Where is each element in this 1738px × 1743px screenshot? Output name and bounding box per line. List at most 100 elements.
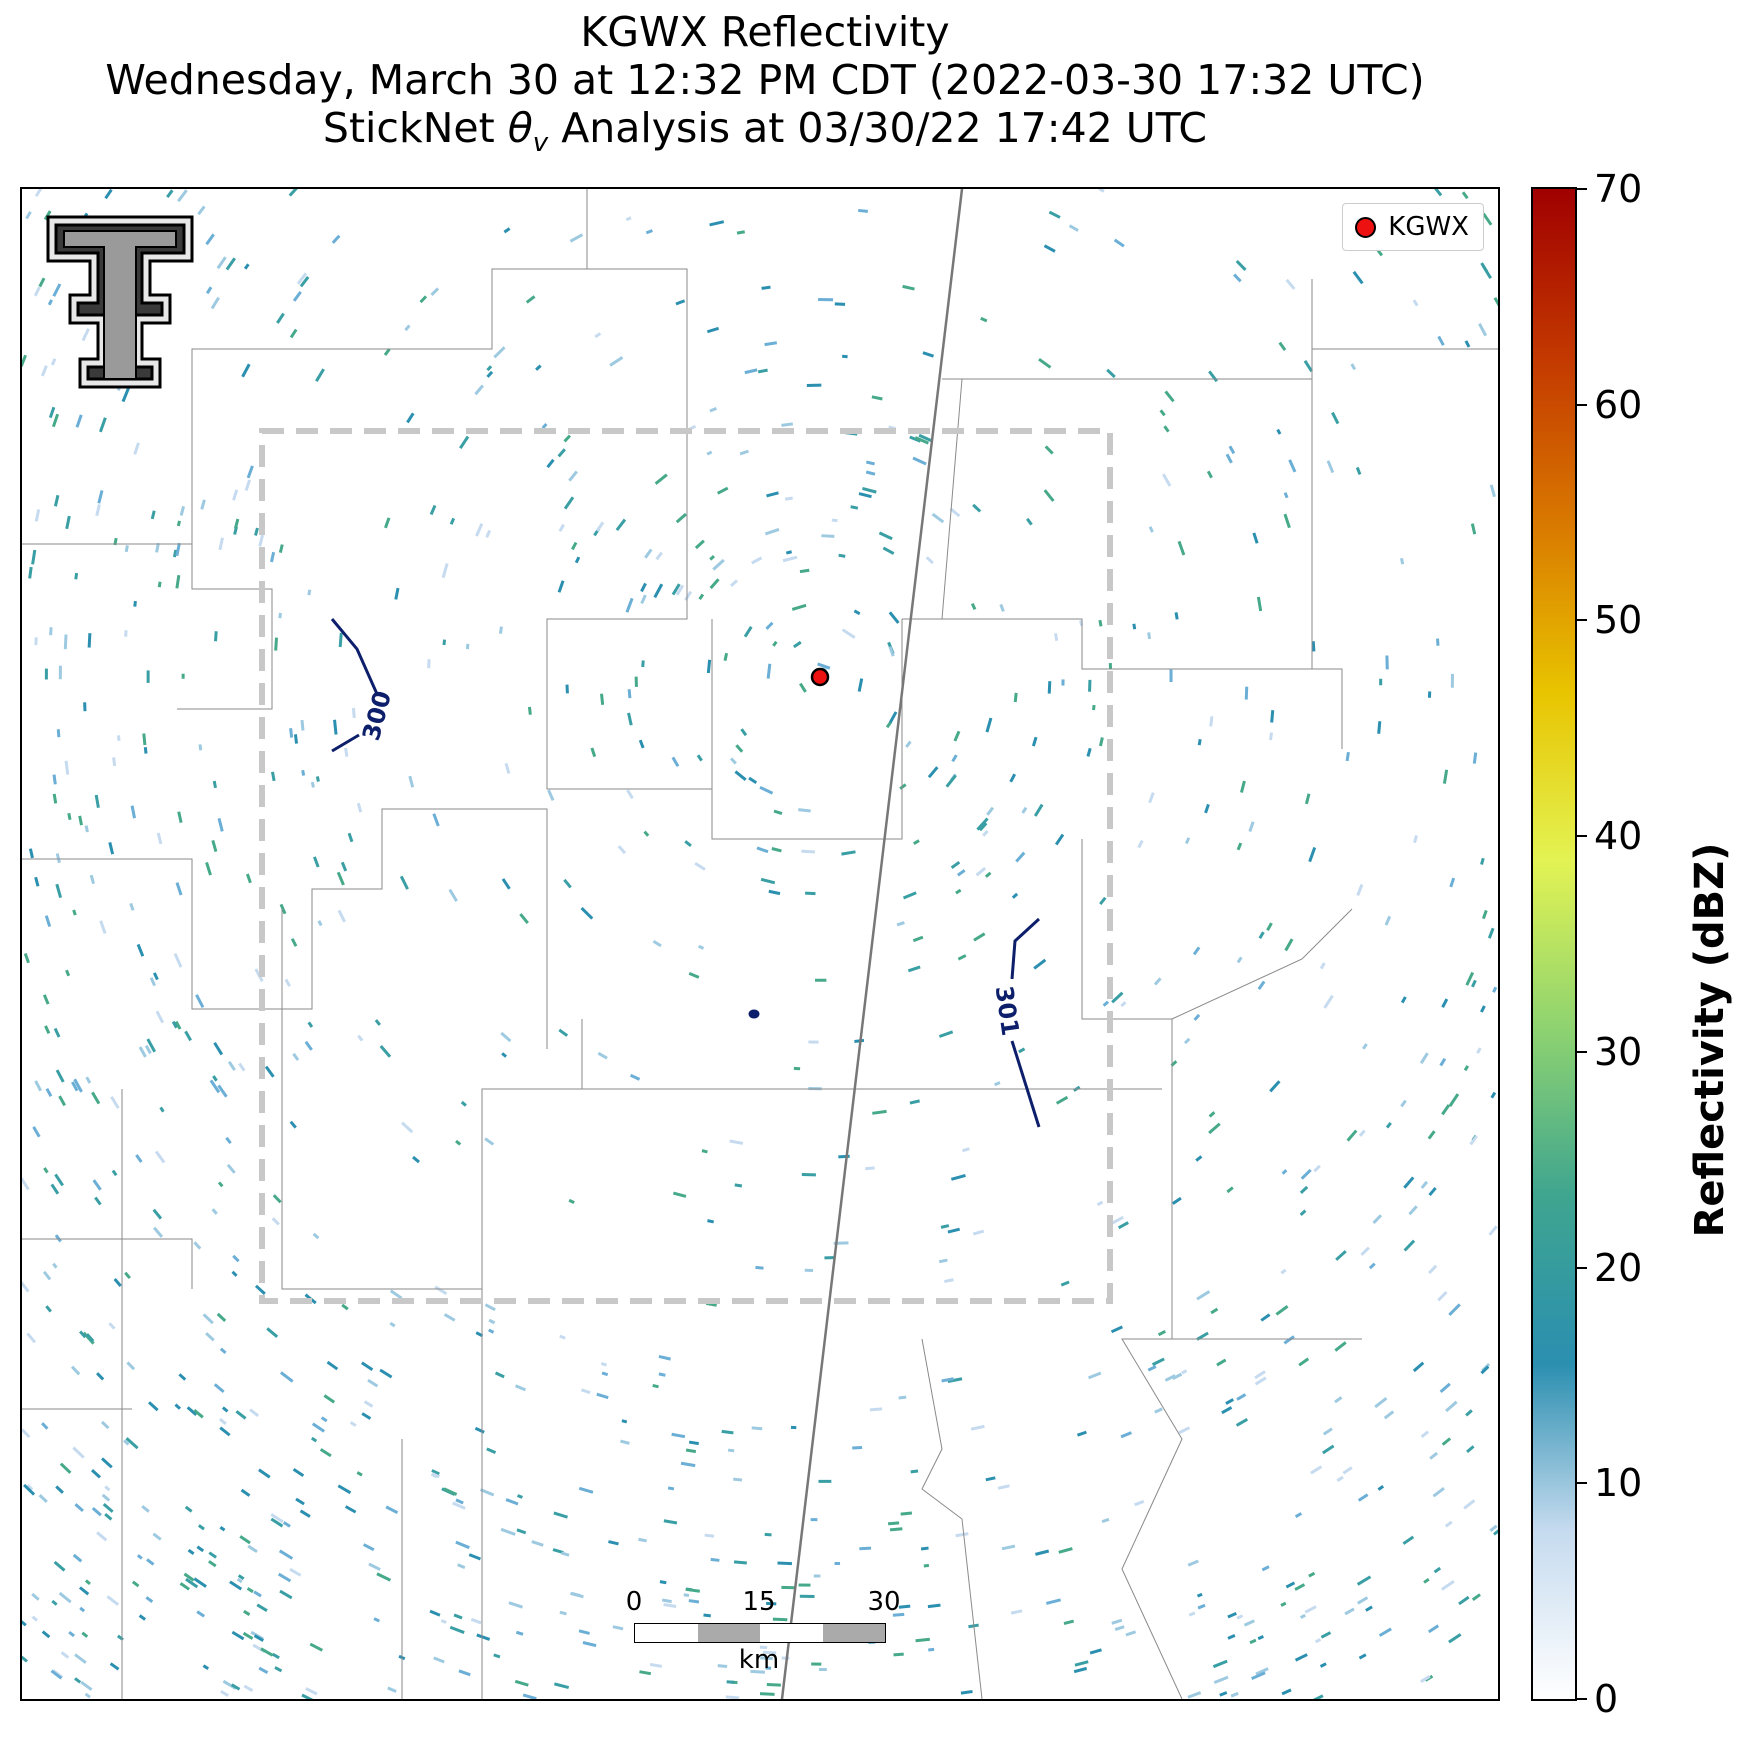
echo-gate: [270, 1517, 284, 1528]
echo-gate: [1385, 1121, 1392, 1129]
echo-gate: [1423, 1577, 1430, 1584]
echo-gate: [181, 673, 185, 679]
echo-gate: [553, 1511, 568, 1519]
echo-gate: [225, 1136, 232, 1145]
echo-gate: [703, 1613, 711, 1618]
echo-gate: [213, 1041, 224, 1056]
echo-gate: [198, 744, 203, 751]
echo-gate: [1283, 492, 1289, 499]
echo-gate: [315, 776, 320, 782]
echo-gate: [994, 1081, 1001, 1087]
echo-gate: [307, 1021, 314, 1028]
echo-gate: [493, 346, 506, 359]
echo-gate: [1076, 1430, 1087, 1437]
echo-gate: [51, 1599, 58, 1606]
echo-gate: [1114, 1625, 1125, 1631]
echo-gate: [871, 395, 883, 401]
echo-gate: [1171, 1196, 1182, 1205]
echo-gate: [1001, 1544, 1016, 1551]
echo-gate: [1470, 523, 1477, 535]
echo-gate: [208, 1551, 217, 1559]
echo-gate: [1336, 1475, 1344, 1483]
echo-gate: [771, 847, 782, 853]
echo-gate: [1480, 857, 1485, 865]
echo-gate: [1276, 428, 1282, 435]
echo-gate: [1346, 1129, 1358, 1142]
echo-gate: [638, 1537, 647, 1543]
echo-gate: [654, 473, 668, 485]
echo-gate: [944, 1278, 954, 1284]
echo-gate: [184, 1030, 192, 1042]
echo-gate: [1079, 619, 1084, 626]
echo-gate: [552, 1548, 564, 1555]
echo-gate: [972, 503, 982, 513]
echo-gate: [1334, 1396, 1343, 1404]
echo-gate: [219, 1347, 227, 1354]
echo-gate: [740, 728, 748, 737]
echo-gate: [1476, 1047, 1482, 1054]
echo-gate: [178, 1373, 187, 1381]
echo-gate: [672, 1191, 687, 1198]
echo-gate: [519, 913, 529, 925]
echo-gate: [246, 1587, 254, 1594]
echo-gate: [1374, 1396, 1388, 1409]
echo-gate: [1308, 1571, 1316, 1578]
echo-gate: [1236, 1393, 1247, 1401]
echo-gate: [784, 496, 793, 501]
echo-gate: [278, 612, 282, 619]
echo-gate: [72, 1446, 85, 1459]
echo-gate: [766, 491, 779, 498]
echo-gate: [834, 302, 846, 306]
echo-gate: [253, 1590, 262, 1598]
echo-gate: [401, 1121, 414, 1134]
echo-gate: [264, 1065, 275, 1078]
echo-gate: [626, 789, 634, 800]
echo-gate: [1319, 962, 1326, 970]
echo-gate: [177, 811, 183, 824]
echo-gate: [289, 1567, 302, 1577]
echo-gate: [64, 760, 70, 775]
echo-gate: [177, 189, 188, 203]
echo-gate: [488, 1318, 496, 1325]
echo-gate: [52, 1262, 58, 1269]
echo-gate: [1357, 1493, 1369, 1502]
echo-gate: [1236, 956, 1243, 964]
echo-gate: [295, 1497, 305, 1506]
echo-gate: [23, 953, 30, 964]
echo-gate: [1033, 803, 1044, 817]
echo-gate: [1437, 1290, 1448, 1302]
radar-map[interactable]: 300 301 KGWX 0 15 30 km: [20, 187, 1500, 1701]
echo-gate: [84, 825, 89, 833]
radar-site-marker[interactable]: [810, 667, 830, 687]
echo-gate: [85, 1076, 92, 1084]
echo-gate: [617, 845, 627, 855]
echo-gate: [557, 580, 565, 593]
echo-gate: [1478, 322, 1488, 337]
echo-gate: [759, 1692, 775, 1696]
echo-gate: [408, 775, 415, 788]
echo-gate: [433, 1656, 445, 1664]
echo-gate: [48, 406, 56, 419]
echo-gate: [1283, 513, 1291, 529]
echo-gate: [205, 1332, 215, 1342]
colorbar-tick-label: 40: [1594, 814, 1643, 859]
echo-gate: [612, 1625, 624, 1631]
echo-gate: [1101, 1517, 1110, 1524]
scale-tick-30: 30: [867, 1587, 901, 1617]
echo-gate: [925, 556, 934, 565]
echo-gate: [310, 781, 315, 788]
echo-gate: [157, 581, 162, 588]
echo-gate: [1344, 1607, 1355, 1616]
echo-gate: [184, 1505, 193, 1513]
echo-gate: [51, 413, 60, 428]
echo-gate: [232, 489, 239, 501]
echo-gate: [1402, 1535, 1415, 1545]
colorbar-tick: [1577, 619, 1587, 622]
echo-gate: [1458, 1595, 1470, 1606]
echo-gate: [361, 1361, 374, 1372]
echo-gate: [123, 1439, 130, 1446]
echo-gate: [33, 286, 41, 297]
echo-gate: [196, 1610, 205, 1618]
echo-gate: [850, 505, 859, 510]
echo-gate: [1471, 1593, 1481, 1601]
